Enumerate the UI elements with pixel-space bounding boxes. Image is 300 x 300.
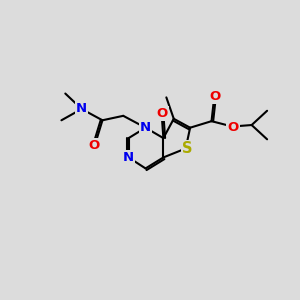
Text: O: O bbox=[227, 121, 239, 134]
Text: N: N bbox=[140, 121, 151, 134]
Text: O: O bbox=[156, 107, 167, 120]
Text: S: S bbox=[182, 141, 192, 156]
Text: N: N bbox=[76, 103, 87, 116]
Text: N: N bbox=[122, 151, 134, 164]
Text: O: O bbox=[89, 139, 100, 152]
Text: O: O bbox=[210, 90, 221, 103]
